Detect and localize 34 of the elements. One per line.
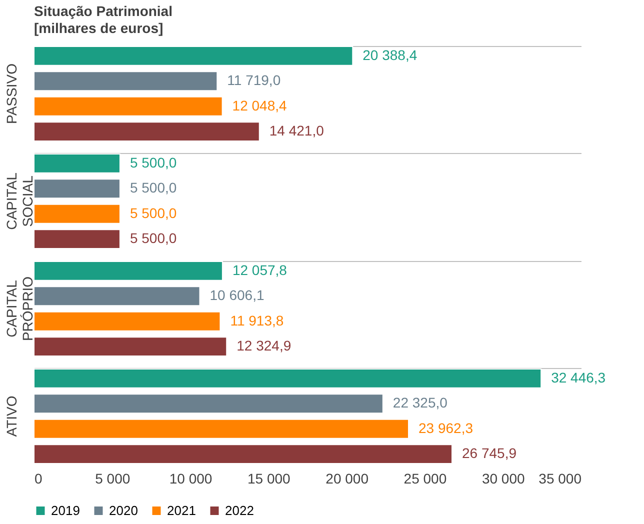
data-label: 5 500,0 — [130, 230, 177, 246]
data-label: 22 325,0 — [392, 394, 448, 411]
data-label: 11 719,0 — [227, 72, 281, 88]
data-label: 12 057,8 — [232, 262, 288, 278]
data-label: 10 606,1 — [210, 287, 264, 304]
data-label: 20 388,4 — [362, 46, 418, 63]
x-tick-label: 25 000 — [404, 470, 447, 486]
data-label: 12 324,9 — [236, 338, 292, 354]
data-label: 5 500,0 — [130, 154, 177, 170]
x-tick-label: 10 000 — [169, 470, 212, 486]
chart-title: Situação Patrimonial — [34, 3, 172, 19]
x-tick-label: 15 000 — [248, 470, 291, 486]
y-tick-label: CAPITAL SOCIAL — [4, 172, 36, 230]
data-label: 32 446,3 — [551, 369, 606, 386]
data-label: 5 500,0 — [130, 180, 177, 196]
x-tick-label: 5 000 — [95, 470, 130, 486]
chart-subtitle: [milhares de euros] — [34, 20, 164, 36]
y-tick-label: CAPITAL PRÓPRIO — [4, 276, 36, 342]
x-tick-label: 35 000 — [538, 470, 582, 486]
data-label: 23 962,3 — [418, 420, 474, 436]
x-tick-label: 0 — [34, 470, 42, 486]
data-label: 11 913,8 — [230, 312, 284, 328]
data-label: 5 500,0 — [130, 204, 177, 221]
legend-label: 2019 — [51, 502, 80, 518]
y-tick-label: ATIVO — [4, 396, 20, 437]
data-label: 14 421,0 — [269, 122, 324, 139]
legend-label: 2022 — [225, 502, 254, 518]
x-tick-label: 30 000 — [482, 470, 525, 486]
legend-label: 2020 — [109, 502, 138, 518]
legend-label: 2021 — [167, 502, 196, 518]
data-label: 26 745,9 — [462, 445, 517, 462]
data-label: 12 048,4 — [232, 97, 288, 114]
y-tick-label: PASSIVO — [4, 63, 20, 124]
x-tick-label: 20 000 — [326, 470, 369, 486]
